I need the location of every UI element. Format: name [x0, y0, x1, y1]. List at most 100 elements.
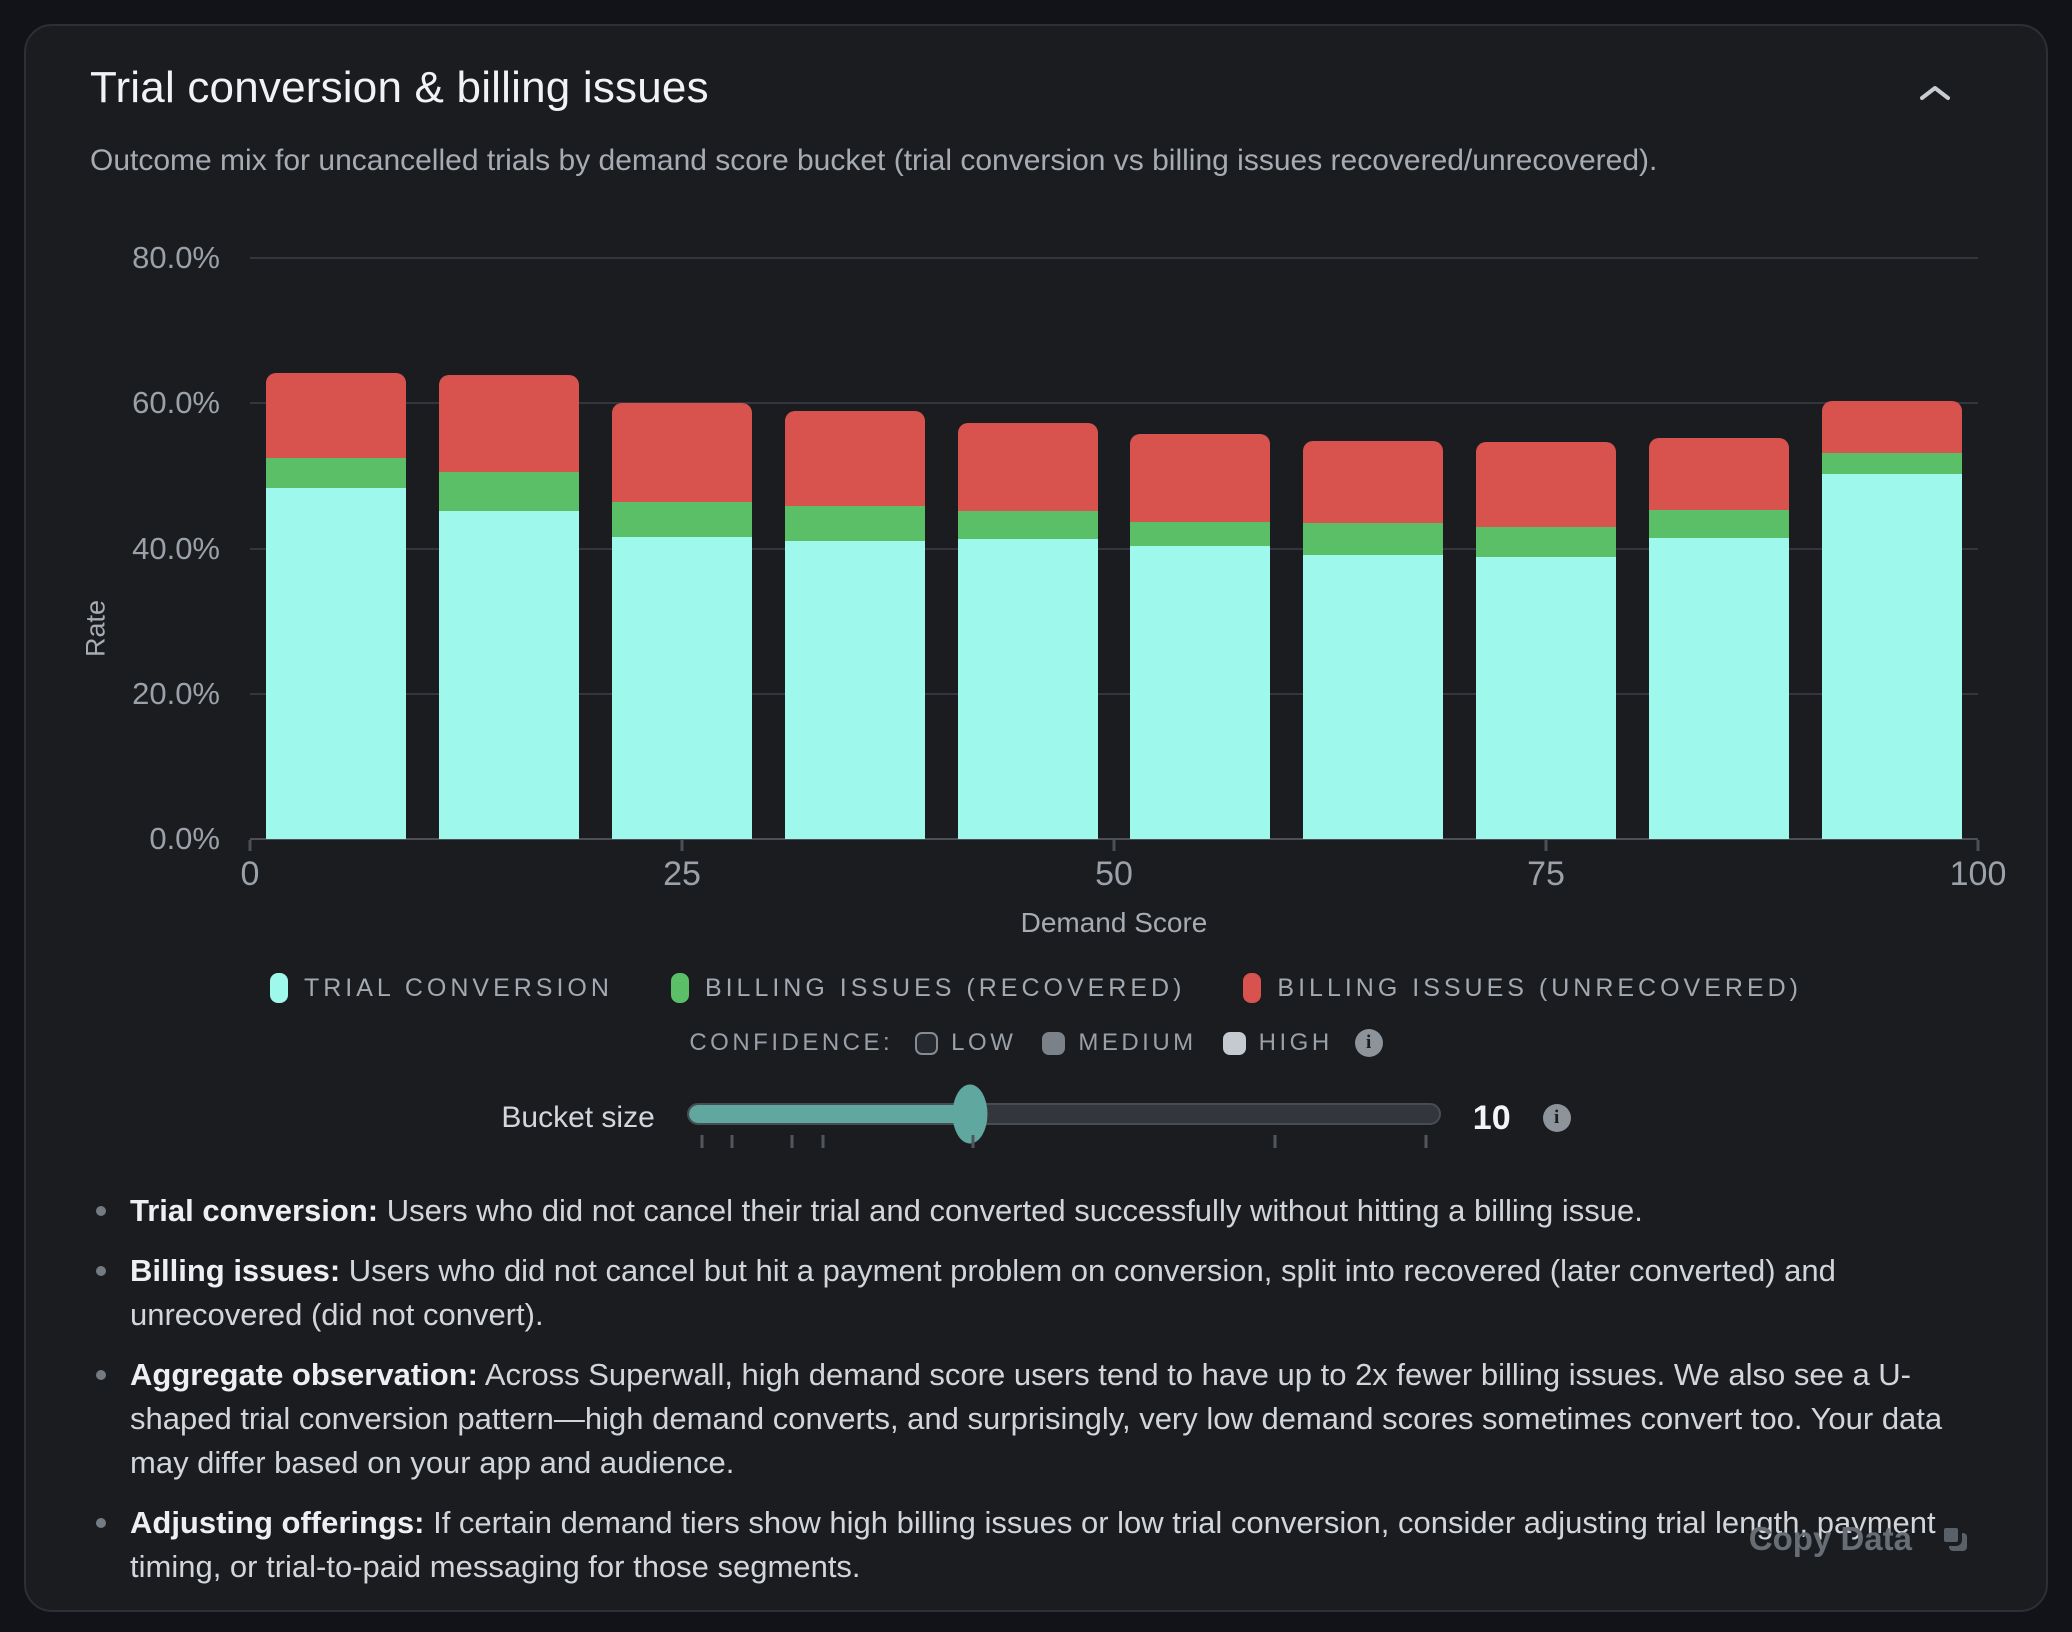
slider-ticks — [687, 1135, 1441, 1149]
checkbox-low[interactable] — [915, 1031, 939, 1055]
slider-fill — [688, 1105, 971, 1123]
x-tick-label: 75 — [1527, 855, 1565, 893]
bucket-band-70-80 — [1460, 258, 1633, 839]
gridline-60 — [250, 402, 1978, 405]
slider-tick-20 — [1273, 1135, 1277, 1148]
bucket-size-info-icon[interactable]: i — [1542, 1104, 1571, 1132]
x-tickmark — [1976, 840, 1980, 851]
legend-label: BILLING ISSUES (RECOVERED) — [704, 973, 1186, 1002]
segment-trial-conversion — [1303, 555, 1444, 839]
confidence-option-label: HIGH — [1258, 1029, 1333, 1056]
checkbox-high[interactable] — [1222, 1031, 1246, 1055]
chevron-up-icon — [1920, 86, 1950, 100]
bucket-size-control: Bucket size 10 i — [66, 1084, 2006, 1149]
segment-billing-issues-unrecovered- — [1130, 433, 1271, 522]
slider-thumb[interactable] — [952, 1084, 988, 1144]
bar-bucket-80-90[interactable] — [1648, 258, 1789, 839]
legend-item[interactable]: TRIAL CONVERSION — [269, 973, 613, 1003]
x-tick-label: 50 — [1095, 855, 1133, 893]
segment-billing-issues-recovered- — [439, 472, 580, 512]
y-tick-labels: 0.0% 20.0% 40.0% 60.0% 80.0% — [132, 240, 220, 856]
segment-billing-issues-unrecovered- — [1303, 441, 1444, 524]
segment-trial-conversion — [266, 487, 407, 839]
stacked-bar-chart: Rate 0.0% 20.0% 40.0% 60.0% 80.0% — [66, 240, 2006, 856]
legend: TRIAL CONVERSION BILLING ISSUES (RECOVERE… — [66, 973, 2006, 1003]
confidence-levels: LOW MEDIUM HIGH — [915, 1029, 1333, 1057]
segment-billing-issues-recovered- — [612, 502, 752, 537]
confidence-option-medium[interactable]: MEDIUM — [1042, 1029, 1196, 1057]
notes-list: Trial conversion: Users who did not canc… — [66, 1189, 2006, 1589]
x-tick-label: 25 — [663, 855, 701, 893]
bar-bucket-70-80[interactable] — [1476, 258, 1616, 839]
copy-data-button[interactable]: Copy Data — [1749, 1520, 1972, 1558]
slider-tick-25 — [1424, 1135, 1428, 1148]
bar-bucket-50-60[interactable] — [1130, 258, 1271, 839]
bar-bucket-60-70[interactable] — [1303, 258, 1444, 839]
confidence-option-label: LOW — [951, 1029, 1017, 1056]
checkbox-medium[interactable] — [1042, 1031, 1066, 1055]
plot-area — [248, 257, 1980, 851]
bucket-band-90-100 — [1805, 258, 1978, 839]
x-tick-label: 100 — [1949, 855, 2007, 893]
trial-conversion-card: Trial conversion & billing issues Outcom… — [24, 24, 2048, 1612]
note-label: Billing issues: — [130, 1253, 341, 1288]
slider-tick-1 — [700, 1135, 704, 1148]
collapse-button[interactable] — [1910, 76, 1960, 113]
confidence-option-high[interactable]: HIGH — [1222, 1029, 1333, 1057]
slider-tick-10 — [971, 1135, 975, 1148]
slider-track[interactable] — [686, 1103, 1441, 1125]
x-tick-label: 0 — [240, 855, 260, 893]
segment-billing-issues-recovered- — [1303, 523, 1444, 556]
bar-bucket-90-100[interactable] — [1821, 258, 1962, 839]
confidence-label: CONFIDENCE: — [689, 1029, 894, 1056]
note-label: Aggregate observation: — [130, 1357, 478, 1392]
segment-billing-issues-recovered- — [784, 505, 925, 541]
segment-billing-issues-recovered- — [1648, 510, 1789, 539]
segment-billing-issues-unrecovered- — [1476, 442, 1616, 527]
bar-bucket-40-50[interactable] — [957, 258, 1098, 839]
card-subtitle: Outcome mix for uncancelled trials by de… — [90, 144, 1658, 177]
legend-item[interactable]: BILLING ISSUES (UNRECOVERED) — [1243, 973, 1802, 1003]
legend-label: TRIAL CONVERSION — [303, 973, 613, 1002]
note-item: Adjusting offerings: If certain demand t… — [90, 1501, 1982, 1589]
segment-billing-issues-unrecovered- — [266, 372, 407, 458]
bar-bucket-20-30[interactable] — [612, 258, 752, 839]
legend-label: BILLING ISSUES (UNRECOVERED) — [1277, 973, 1803, 1002]
segment-billing-issues-recovered- — [1821, 452, 1962, 475]
x-tickmark — [248, 840, 252, 851]
card-header: Trial conversion & billing issues — [66, 62, 2006, 114]
y-axis-title: Rate — [80, 599, 111, 658]
bucket-band-30-40 — [768, 258, 941, 839]
page-title: Trial conversion & billing issues — [90, 63, 709, 112]
bucket-band-0-10 — [250, 258, 423, 839]
bucket-size-value: 10 — [1472, 1098, 1511, 1137]
segment-billing-issues-recovered- — [1130, 521, 1271, 547]
note-text: If certain demand tiers show high billin… — [130, 1505, 1936, 1584]
segment-trial-conversion — [612, 536, 752, 839]
segment-trial-conversion — [1130, 546, 1271, 839]
bucket-band-80-90 — [1632, 258, 1805, 839]
note-text: Users who did not cancel but hit a payme… — [130, 1253, 1836, 1332]
confidence-option-low[interactable]: LOW — [915, 1029, 1016, 1057]
bucket-band-20-30 — [596, 258, 769, 839]
gridline-0 — [250, 838, 1978, 840]
copy-icon — [1940, 1524, 1967, 1551]
segment-trial-conversion — [957, 539, 1098, 839]
confidence-info-icon[interactable]: i — [1354, 1029, 1383, 1057]
confidence-option-label: MEDIUM — [1078, 1029, 1197, 1056]
x-tickmark — [1544, 840, 1548, 851]
note-label: Trial conversion: — [130, 1193, 379, 1228]
bucket-size-label: Bucket size — [501, 1101, 655, 1134]
bucket-band-40-50 — [941, 258, 1114, 839]
bar-bucket-0-10[interactable] — [266, 258, 407, 839]
confidence-filter: CONFIDENCE: LOW MEDIUM HIGH i — [66, 1029, 2006, 1057]
legend-swatch — [670, 973, 689, 1003]
segment-trial-conversion — [439, 511, 580, 839]
segment-trial-conversion — [1648, 538, 1789, 839]
note-item: Aggregate observation: Across Superwall,… — [90, 1353, 1982, 1485]
note-label: Adjusting offerings: — [130, 1505, 425, 1540]
legend-item[interactable]: BILLING ISSUES (RECOVERED) — [670, 973, 1186, 1003]
bar-bucket-30-40[interactable] — [784, 258, 925, 839]
bar-bucket-10-20[interactable] — [439, 258, 580, 839]
segment-trial-conversion — [1821, 474, 1962, 839]
